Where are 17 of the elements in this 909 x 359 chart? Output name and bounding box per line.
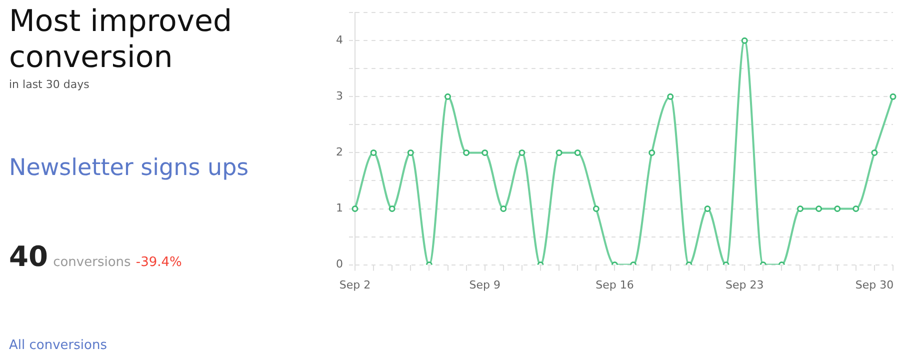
x-tick-label: Sep 2: [339, 278, 371, 292]
y-tick-label: 2: [336, 146, 343, 159]
text: in last 30 days: [9, 78, 90, 91]
x-tick-label: Sep 30: [855, 278, 894, 292]
x-tick-label: Sep 23: [725, 278, 764, 292]
chart-title: Most improved conversion: [9, 4, 234, 76]
x-tick-label: Sep 9: [469, 278, 500, 292]
text: -39.4%: [136, 255, 182, 270]
y-tick-label: 0: [336, 258, 343, 271]
text: Newsletter signs ups: [9, 155, 249, 181]
x-tick-label: Sep 16: [596, 278, 634, 292]
y-tick-label: 3: [336, 90, 343, 103]
text: 40: [9, 240, 48, 273]
text: All conversions: [9, 338, 107, 353]
text: conversions: [53, 255, 131, 270]
y-tick-label: 4: [336, 33, 343, 46]
y-tick-label: 1: [336, 202, 343, 215]
